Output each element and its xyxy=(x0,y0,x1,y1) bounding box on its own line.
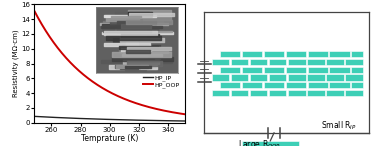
HP_OOP xyxy=(113,94,118,96)
Bar xyxy=(231,74,248,81)
Bar xyxy=(308,67,328,73)
Bar xyxy=(269,90,287,96)
Bar xyxy=(264,82,284,88)
Bar xyxy=(242,67,262,73)
Bar xyxy=(326,59,344,65)
Bar xyxy=(269,74,287,81)
Bar xyxy=(242,141,299,146)
Bar xyxy=(307,74,325,81)
HP_IP xyxy=(104,118,108,120)
Bar xyxy=(308,51,328,57)
HP_IP xyxy=(32,115,36,117)
Bar xyxy=(288,90,305,96)
HP_OOP xyxy=(32,9,36,11)
HP_OOP xyxy=(183,113,187,115)
Bar xyxy=(329,51,350,57)
HP_OOP xyxy=(179,113,184,115)
Bar xyxy=(269,59,287,65)
Bar xyxy=(220,82,240,88)
Bar xyxy=(345,59,363,65)
Bar xyxy=(329,82,350,88)
Bar xyxy=(212,90,229,96)
HP_OOP xyxy=(122,98,126,100)
Bar xyxy=(345,90,363,96)
HP_IP xyxy=(183,120,187,122)
Bar xyxy=(307,90,325,96)
Bar xyxy=(286,67,306,73)
HP_IP xyxy=(104,119,109,120)
Bar xyxy=(345,74,363,81)
Bar xyxy=(231,59,248,65)
Legend: HP_IP, HP_OOP: HP_IP, HP_OOP xyxy=(141,72,182,90)
Text: Large R$_{OOP}$: Large R$_{OOP}$ xyxy=(238,138,281,146)
HP_IP xyxy=(122,119,126,121)
Bar xyxy=(212,59,229,65)
Bar xyxy=(250,74,267,81)
Bar xyxy=(351,67,363,73)
Bar xyxy=(264,67,284,73)
Line: HP_OOP: HP_OOP xyxy=(34,10,185,114)
HP_OOP xyxy=(104,90,109,91)
HP_OOP xyxy=(156,108,160,110)
X-axis label: Temprature (K): Temprature (K) xyxy=(81,134,138,143)
Bar xyxy=(250,59,267,65)
Y-axis label: Resistivity (MΩ·cm): Resistivity (MΩ·cm) xyxy=(13,30,19,97)
Bar xyxy=(351,82,363,88)
Bar xyxy=(212,74,229,81)
Bar xyxy=(326,74,344,81)
Bar xyxy=(351,51,363,57)
Bar xyxy=(286,51,306,57)
Text: Small R$_{IP}$: Small R$_{IP}$ xyxy=(321,119,357,132)
Bar xyxy=(242,82,262,88)
Bar xyxy=(286,82,306,88)
Bar xyxy=(220,67,240,73)
Bar xyxy=(308,82,328,88)
HP_IP xyxy=(156,120,160,121)
HP_IP xyxy=(179,120,184,122)
Bar xyxy=(329,67,350,73)
Bar xyxy=(264,51,284,57)
HP_IP xyxy=(113,119,118,120)
Bar xyxy=(250,90,267,96)
Bar xyxy=(288,59,305,65)
Bar xyxy=(288,74,305,81)
Bar xyxy=(242,51,262,57)
Bar xyxy=(231,90,248,96)
Bar xyxy=(326,90,344,96)
HP_OOP xyxy=(104,89,108,91)
Line: HP_IP: HP_IP xyxy=(34,116,185,121)
Bar xyxy=(307,59,325,65)
Bar xyxy=(220,51,240,57)
